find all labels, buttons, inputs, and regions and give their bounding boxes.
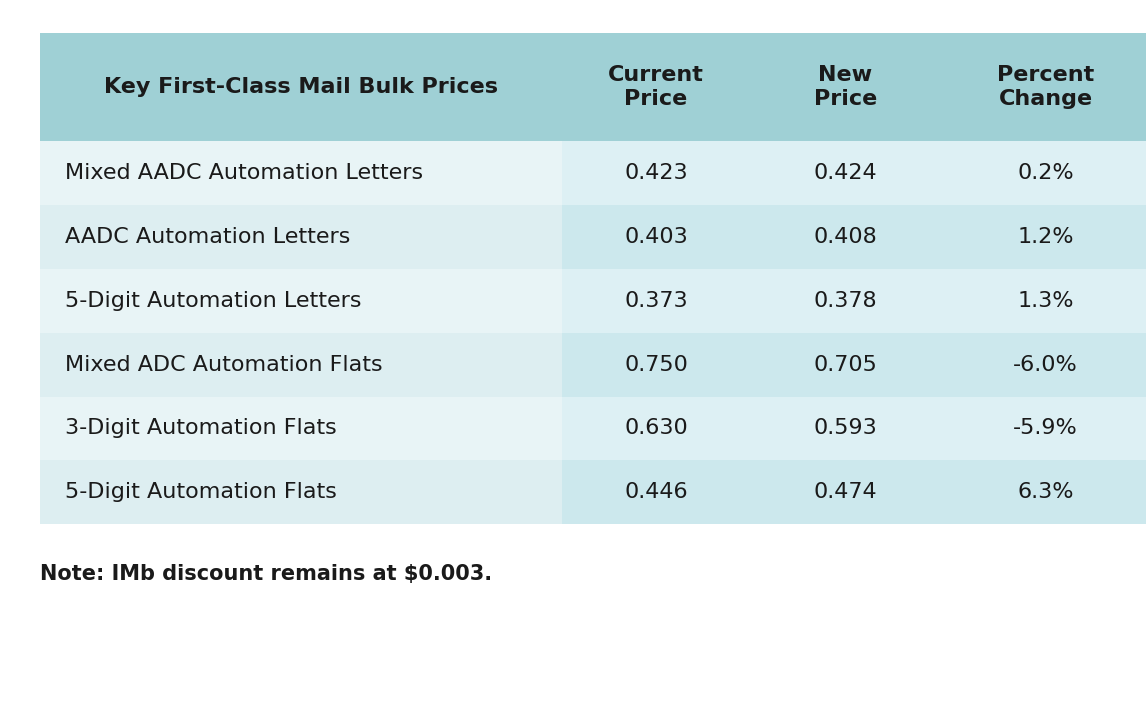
Text: Note: IMb discount remains at $0.003.: Note: IMb discount remains at $0.003. <box>40 564 493 584</box>
Text: 0.705: 0.705 <box>814 355 877 375</box>
FancyBboxPatch shape <box>562 205 1146 269</box>
Text: 0.423: 0.423 <box>625 163 688 183</box>
Text: 0.408: 0.408 <box>814 227 877 247</box>
Text: 0.750: 0.750 <box>625 355 688 375</box>
Text: Current
Price: Current Price <box>609 65 704 109</box>
Text: 0.446: 0.446 <box>625 482 688 502</box>
Text: 0.378: 0.378 <box>814 291 877 311</box>
FancyBboxPatch shape <box>40 33 1146 141</box>
FancyBboxPatch shape <box>562 397 1146 460</box>
Text: 0.424: 0.424 <box>814 163 877 183</box>
Text: 0.474: 0.474 <box>814 482 877 502</box>
Text: 1.2%: 1.2% <box>1018 227 1074 247</box>
Text: 3-Digit Automation Flats: 3-Digit Automation Flats <box>65 418 337 439</box>
Text: Mixed AADC Automation Letters: Mixed AADC Automation Letters <box>65 163 424 183</box>
Text: 5-Digit Automation Flats: 5-Digit Automation Flats <box>65 482 337 502</box>
Text: 5-Digit Automation Letters: 5-Digit Automation Letters <box>65 291 362 311</box>
FancyBboxPatch shape <box>40 205 562 269</box>
Text: -5.9%: -5.9% <box>1013 418 1078 439</box>
Text: 1.3%: 1.3% <box>1018 291 1074 311</box>
Text: Percent
Change: Percent Change <box>997 65 1094 109</box>
FancyBboxPatch shape <box>562 460 1146 524</box>
Text: -6.0%: -6.0% <box>1013 355 1078 375</box>
FancyBboxPatch shape <box>40 397 562 460</box>
Text: Mixed ADC Automation Flats: Mixed ADC Automation Flats <box>65 355 383 375</box>
FancyBboxPatch shape <box>40 460 562 524</box>
Text: Key First-Class Mail Bulk Prices: Key First-Class Mail Bulk Prices <box>104 77 497 97</box>
Text: 0.2%: 0.2% <box>1018 163 1074 183</box>
FancyBboxPatch shape <box>40 269 562 333</box>
Text: 6.3%: 6.3% <box>1018 482 1074 502</box>
Text: 0.373: 0.373 <box>625 291 688 311</box>
Text: 0.403: 0.403 <box>625 227 688 247</box>
Text: AADC Automation Letters: AADC Automation Letters <box>65 227 351 247</box>
FancyBboxPatch shape <box>562 269 1146 333</box>
Text: 0.593: 0.593 <box>814 418 877 439</box>
Text: New
Price: New Price <box>814 65 877 109</box>
FancyBboxPatch shape <box>40 333 562 397</box>
FancyBboxPatch shape <box>40 141 562 205</box>
Text: 0.630: 0.630 <box>625 418 688 439</box>
FancyBboxPatch shape <box>562 141 1146 205</box>
FancyBboxPatch shape <box>562 333 1146 397</box>
